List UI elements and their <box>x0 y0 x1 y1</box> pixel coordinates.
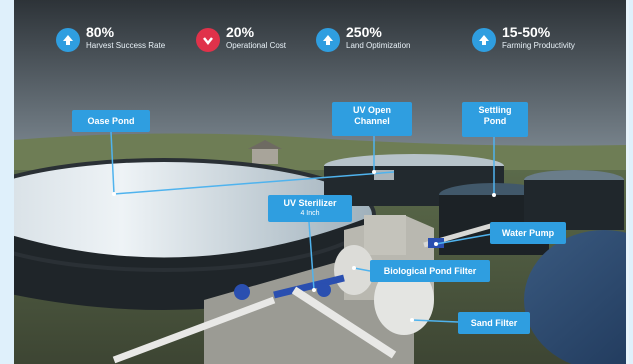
callout-text: Biological Pond Filter <box>383 266 477 276</box>
stats-row: 80% Harvest Success Rate 20% Operational… <box>14 0 626 80</box>
leader-lines <box>110 131 499 323</box>
callout-subtext: 4 Inch <box>300 210 320 217</box>
stat-value: 15-50% <box>502 24 551 40</box>
infographic-frame: 80% Harvest Success Rate 20% Operational… <box>14 0 629 364</box>
callout-text: Pond <box>483 116 507 126</box>
stat-label: Harvest Success Rate <box>86 41 166 50</box>
arrow-up-icon <box>316 28 340 52</box>
callout-text: Settling <box>478 105 512 115</box>
stat-land-optimization: 250% Land Optimization <box>316 24 410 52</box>
callout-uv-sterilizer: UV Sterilizer 4 Inch <box>268 195 352 222</box>
stat-harvest-success: 80% Harvest Success Rate <box>56 24 165 52</box>
callout-sand-filter: Sand Filter <box>458 312 530 334</box>
stat-label: Farming Productivity <box>502 41 575 50</box>
stat-value: 250% <box>346 24 382 40</box>
callout-text: Water Pump <box>501 228 555 238</box>
stat-label: Land Optimization <box>346 41 411 50</box>
stat-label: Operational Cost <box>226 41 287 50</box>
stat-farming-productivity: 15-50% Farming Productivity <box>472 24 575 52</box>
callout-biological-pond-filter: Biological Pond Filter <box>370 260 490 282</box>
arrow-up-icon <box>56 28 80 52</box>
callout-uv-open-channel: UV Open Channel <box>332 102 412 136</box>
callout-text: Oase Pond <box>87 116 135 126</box>
callout-settling-pond: Settling Pond <box>462 102 528 137</box>
arrow-up-icon <box>472 28 496 52</box>
callout-oase-pond: Oase Pond <box>72 110 150 132</box>
callout-text: UV Open <box>352 105 391 115</box>
stat-operational-cost: 20% Operational Cost <box>196 24 286 52</box>
callout-text: UV Sterilizer <box>283 198 337 208</box>
callout-text: Sand Filter <box>470 318 518 328</box>
stat-value: 20% <box>226 24 255 40</box>
stat-value: 80% <box>86 24 115 40</box>
callout-text: Channel <box>354 116 390 126</box>
callout-water-pump: Water Pump <box>490 222 566 244</box>
chevron-down-icon <box>196 28 220 52</box>
